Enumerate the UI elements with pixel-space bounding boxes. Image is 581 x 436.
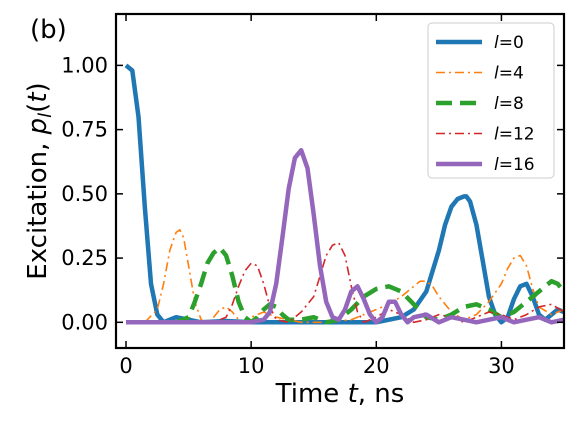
legend-entry: l=8 bbox=[436, 94, 524, 114]
plot-area-frame bbox=[114, 12, 566, 350]
legend-label: l=0 bbox=[494, 33, 524, 53]
x-tick-label: 30 bbox=[488, 354, 515, 378]
panel-label: (b) bbox=[30, 15, 67, 45]
y-tick-label: 0.50 bbox=[61, 182, 108, 206]
legend-entry: l=16 bbox=[436, 155, 535, 175]
ticks-layer: 0 10 20 30 0.00 0.25 0.50 0.75 1.00 bbox=[61, 14, 564, 378]
legend-label: l=16 bbox=[494, 155, 535, 175]
x-axis-label: Time t, ns bbox=[275, 379, 405, 409]
x-tick-label: 0 bbox=[119, 354, 132, 378]
x-tick-label: 20 bbox=[363, 354, 390, 378]
legend-label: l=12 bbox=[494, 125, 535, 145]
legend-box bbox=[427, 22, 555, 179]
y-tick-label: 0.75 bbox=[61, 118, 108, 142]
y-tick-label: 1.00 bbox=[61, 53, 108, 77]
y-tick-label: 0.00 bbox=[61, 310, 108, 334]
series-line-l16 bbox=[126, 147, 564, 325]
x-tick-label: 10 bbox=[238, 354, 265, 378]
series-line-l12 bbox=[126, 241, 564, 324]
legend-label: l=4 bbox=[494, 64, 524, 84]
y-tick-label: 0.25 bbox=[61, 246, 108, 270]
y-axis-label: Excitation, pl(t) bbox=[23, 82, 56, 279]
legend-entry: l=4 bbox=[436, 64, 524, 84]
legend-entry: l=12 bbox=[436, 125, 535, 145]
legend: l=0 l=4 l=8 l=12 l=16 bbox=[427, 22, 555, 179]
series-layer bbox=[124, 63, 564, 325]
series-line-l0 bbox=[124, 63, 564, 325]
legend-label: l=8 bbox=[494, 94, 524, 114]
legend-entry: l=0 bbox=[436, 33, 524, 53]
